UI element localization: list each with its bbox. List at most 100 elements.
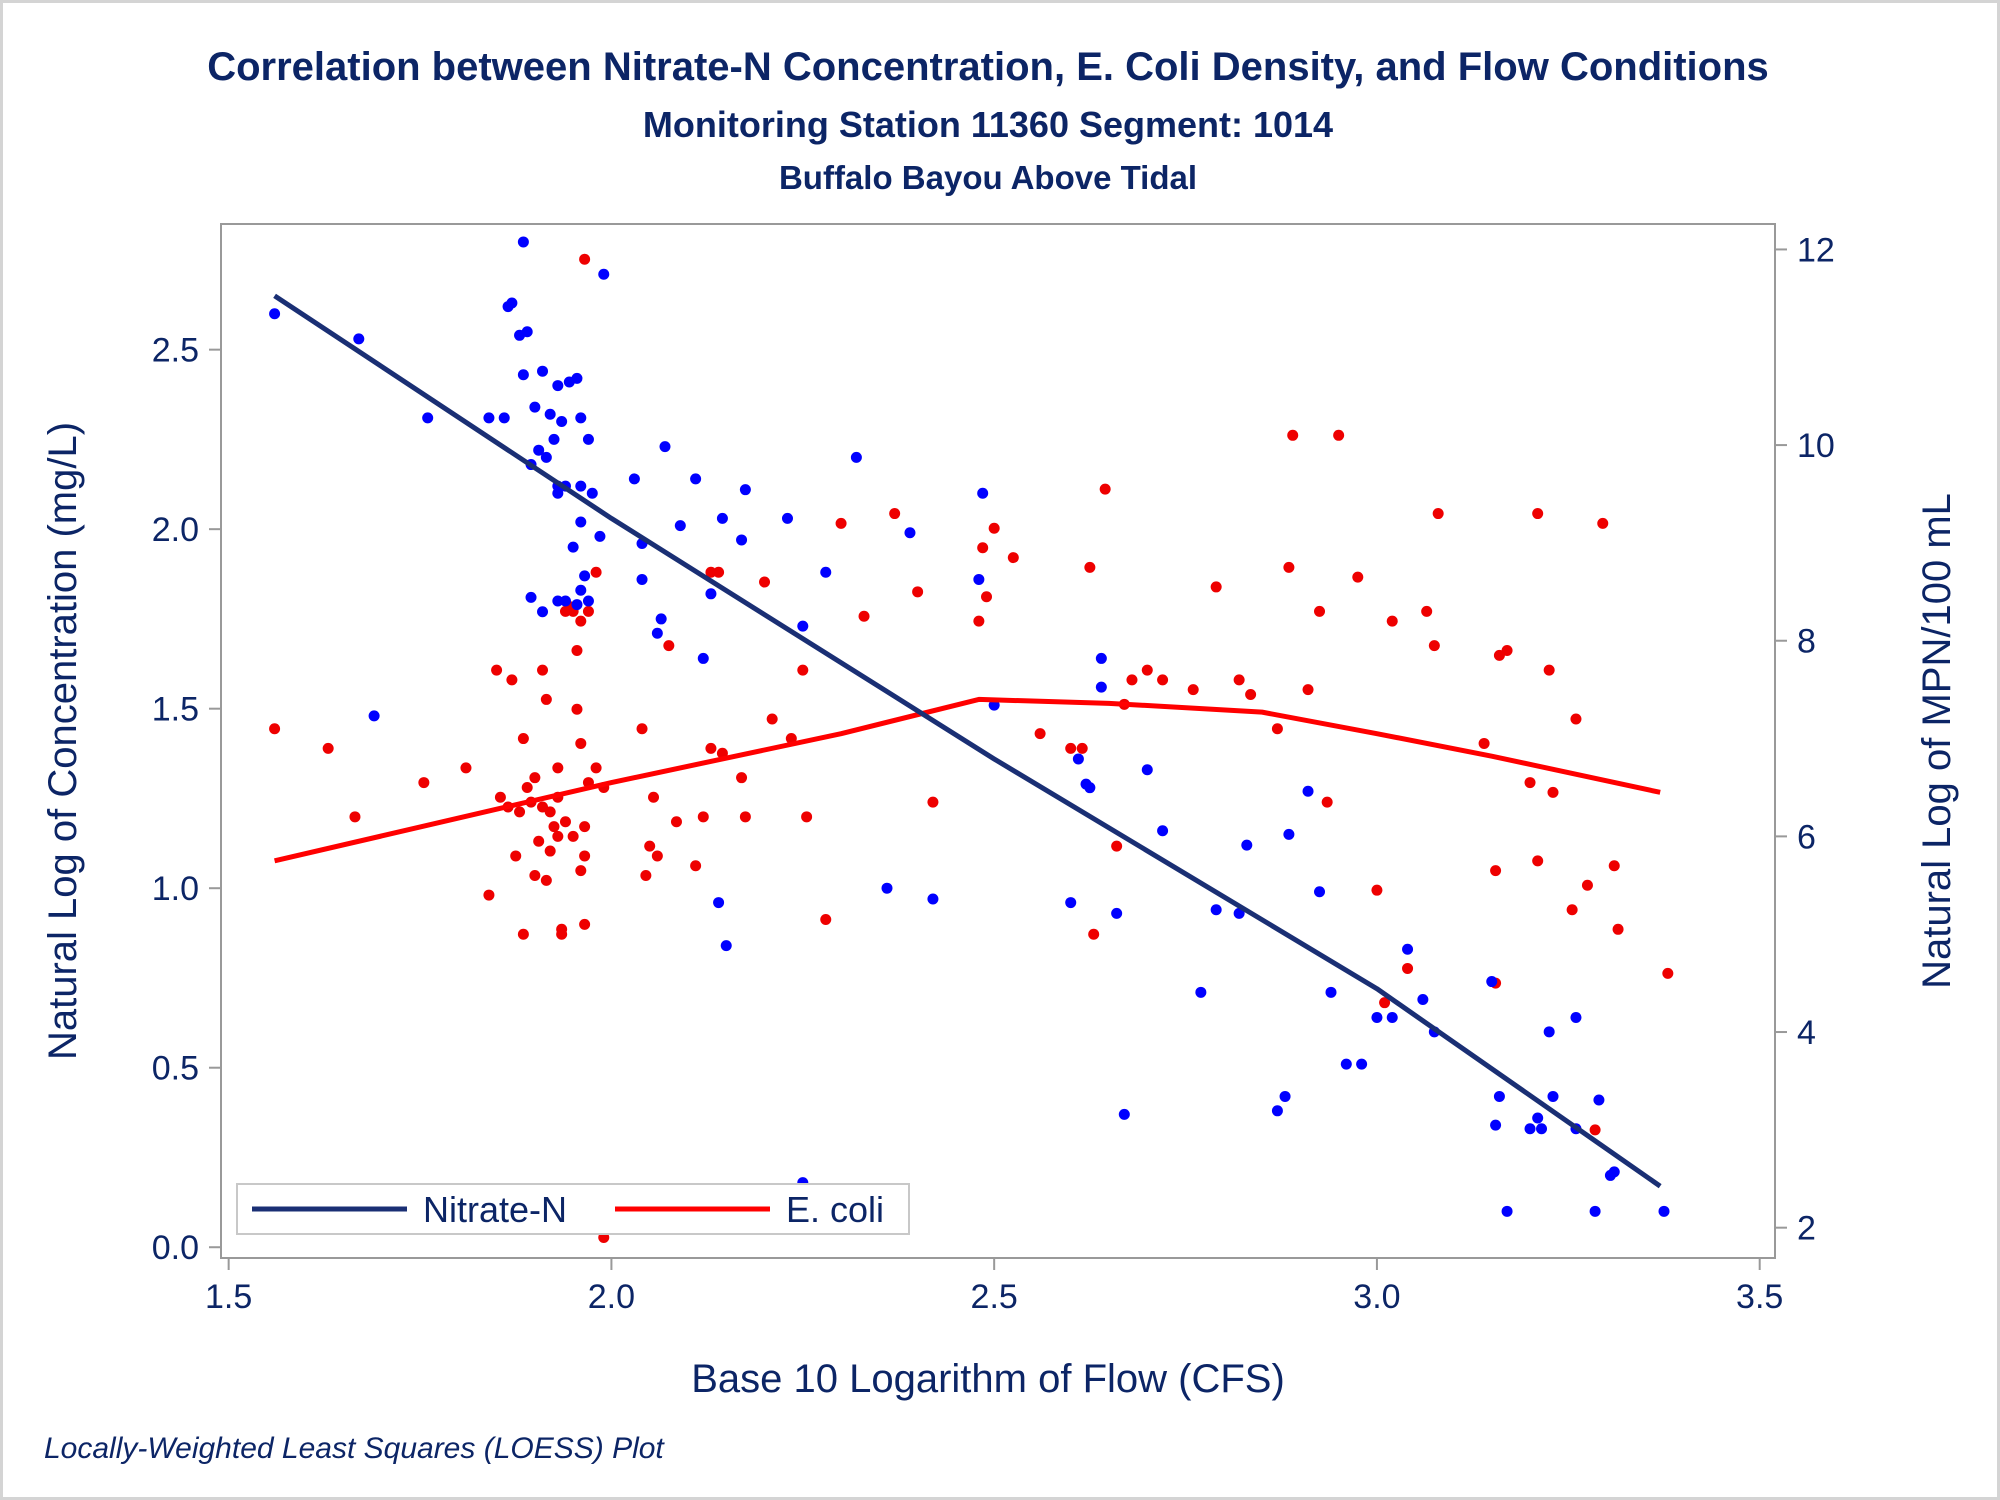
nitrate-point bbox=[1532, 1112, 1544, 1124]
ecoli-point bbox=[540, 693, 552, 705]
nitrate-point bbox=[556, 415, 568, 427]
ecoli-point bbox=[491, 664, 503, 676]
nitrate-point bbox=[1593, 1094, 1605, 1106]
y-left-tick-label: 0.0 bbox=[152, 1229, 199, 1267]
nitrate-point bbox=[1271, 1105, 1283, 1117]
ecoli-point bbox=[533, 835, 545, 847]
legend-nitrate-label: Nitrate-N bbox=[423, 1189, 567, 1230]
nitrate-point bbox=[567, 541, 579, 553]
ecoli-point bbox=[988, 522, 1000, 534]
ecoli-point bbox=[1141, 664, 1153, 676]
ecoli-point bbox=[697, 811, 709, 823]
nitrate-point bbox=[820, 566, 832, 578]
ecoli-point bbox=[1034, 728, 1046, 740]
ecoli-point bbox=[1501, 645, 1513, 657]
nitrate-point bbox=[1157, 825, 1169, 837]
ecoli-point bbox=[1302, 684, 1314, 696]
nitrate-point bbox=[713, 897, 725, 909]
ecoli-point bbox=[835, 517, 847, 529]
nitrate-point bbox=[977, 487, 989, 499]
nitrate-points bbox=[269, 236, 1670, 1217]
nitrate-point bbox=[575, 412, 587, 424]
ecoli-point bbox=[514, 806, 526, 818]
nitrate-point bbox=[1570, 1011, 1582, 1023]
ecoli-point bbox=[1566, 904, 1578, 916]
ecoli-point bbox=[1076, 742, 1088, 754]
ecoli-point bbox=[1287, 429, 1299, 441]
ecoli-point bbox=[1210, 581, 1222, 593]
nitrate-point bbox=[736, 534, 748, 546]
ecoli-point bbox=[1612, 923, 1624, 935]
ecoli-point bbox=[567, 830, 579, 842]
ecoli-point bbox=[575, 615, 587, 627]
nitrate-point bbox=[552, 380, 564, 392]
ecoli-point bbox=[1662, 967, 1674, 979]
ecoli-points bbox=[269, 253, 1674, 1243]
x-tick-label: 1.5 bbox=[205, 1278, 252, 1316]
nitrate-point bbox=[973, 573, 985, 585]
ecoli-point bbox=[1402, 962, 1414, 974]
ecoli-point bbox=[1157, 674, 1169, 686]
ecoli-point bbox=[1084, 561, 1096, 573]
ecoli-point bbox=[648, 791, 660, 803]
y-right-tick-label: 2 bbox=[1797, 1210, 1816, 1248]
ecoli-point bbox=[1379, 997, 1391, 1009]
ecoli-point bbox=[494, 791, 506, 803]
nitrate-point bbox=[1486, 976, 1498, 988]
nitrate-point bbox=[1072, 753, 1084, 765]
nitrate-point bbox=[529, 401, 541, 413]
ecoli-point bbox=[579, 918, 591, 930]
ecoli-point bbox=[517, 928, 529, 940]
nitrate-point bbox=[1501, 1205, 1513, 1217]
ecoli-point bbox=[579, 850, 591, 862]
nitrate-point bbox=[521, 326, 533, 338]
ecoli-point bbox=[590, 566, 602, 578]
nitrate-point bbox=[1402, 943, 1414, 955]
ecoli-point bbox=[713, 566, 725, 578]
ecoli-point bbox=[1597, 517, 1609, 529]
nitrate-point bbox=[517, 236, 529, 248]
nitrate-point bbox=[525, 591, 537, 603]
nitrate-point bbox=[559, 595, 571, 607]
nitrate-point bbox=[720, 940, 732, 952]
ecoli-point bbox=[1421, 605, 1433, 617]
y-left-tick-label: 0.5 bbox=[152, 1050, 199, 1088]
nitrate-point bbox=[1417, 994, 1429, 1005]
ecoli-point bbox=[1187, 684, 1199, 696]
nitrate-point bbox=[690, 473, 702, 485]
nitrate-point bbox=[850, 451, 862, 463]
ecoli-point bbox=[548, 821, 560, 833]
ecoli-point bbox=[1314, 605, 1326, 617]
footnote: Locally-Weighted Least Squares (LOESS) P… bbox=[44, 1432, 665, 1465]
ecoli-point bbox=[1007, 552, 1019, 564]
ecoli-point bbox=[269, 723, 281, 735]
ecoli-point bbox=[1321, 796, 1333, 808]
ecoli-point bbox=[705, 566, 717, 578]
nitrate-point bbox=[586, 487, 598, 499]
nitrate-point bbox=[674, 520, 686, 532]
nitrate-point bbox=[498, 412, 510, 424]
ecoli-point bbox=[820, 914, 832, 926]
ecoli-point bbox=[529, 870, 541, 882]
ecoli-point bbox=[544, 806, 556, 818]
nitrate-point bbox=[594, 530, 606, 542]
ecoli-point bbox=[1271, 723, 1283, 735]
nitrate-point bbox=[1084, 782, 1096, 794]
nitrate-point bbox=[636, 573, 648, 585]
nitrate-point bbox=[881, 882, 893, 894]
ecoli-point bbox=[1608, 860, 1620, 872]
nitrate-point bbox=[552, 595, 564, 607]
ecoli-point bbox=[590, 762, 602, 774]
nitrate-point bbox=[353, 333, 365, 345]
ecoli-point bbox=[1570, 713, 1582, 725]
ecoli-point bbox=[636, 723, 648, 735]
nitrate-point bbox=[598, 268, 610, 280]
ecoli-point bbox=[552, 830, 564, 842]
ecoli-point bbox=[575, 865, 587, 877]
ecoli-point bbox=[912, 586, 924, 598]
nitrate-point bbox=[1325, 986, 1337, 998]
nitrate-point bbox=[1279, 1090, 1291, 1102]
x-axis: 1.5 2.0 2.5 3.0 3.5 bbox=[205, 1258, 1783, 1316]
ecoli-point bbox=[571, 645, 583, 657]
nitrate-point bbox=[1608, 1166, 1620, 1178]
